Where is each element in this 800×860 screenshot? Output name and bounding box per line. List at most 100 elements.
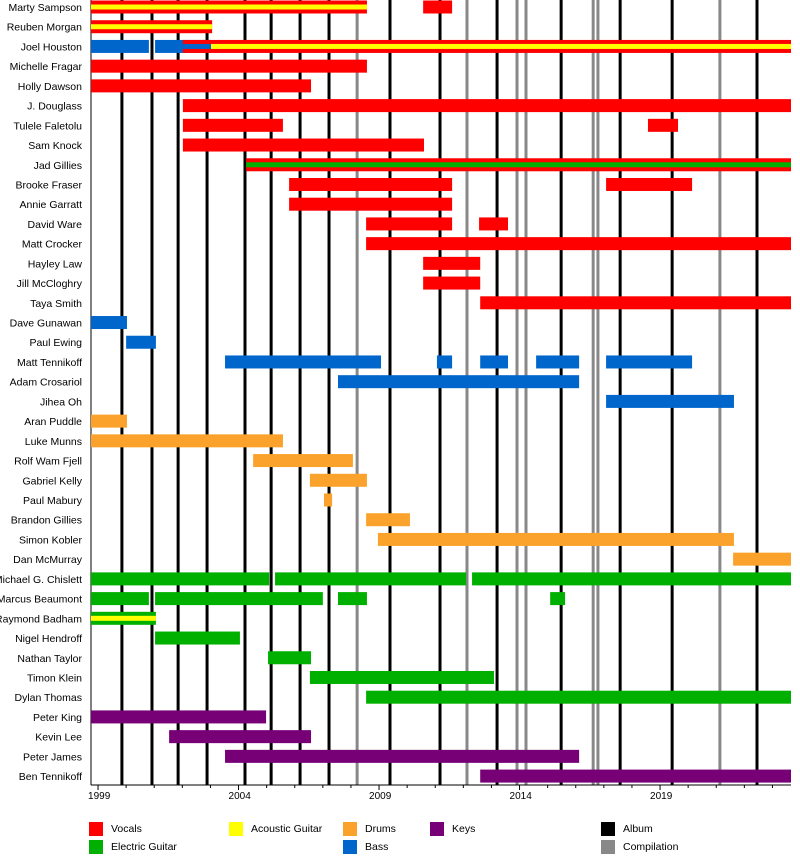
bar-electric-guitar	[366, 690, 791, 704]
bar-vocals	[423, 0, 453, 14]
bar-stripe-acoustic-guitar	[91, 24, 213, 30]
legend-swatch	[89, 840, 103, 854]
member-label: Reuben Morgan	[7, 22, 82, 34]
legend-label: Bass	[365, 841, 389, 853]
bar-keys	[91, 710, 267, 724]
member-label: Jill McCloghry	[17, 278, 83, 290]
bar-bass	[338, 375, 580, 389]
bar-electric-guitar	[155, 631, 240, 645]
bar-electric-guitar	[275, 572, 467, 586]
legend-item-bass: Bass	[343, 840, 388, 854]
bar-vocals	[606, 177, 693, 191]
member-label: Gabriel Kelly	[22, 475, 82, 487]
x-tick-label: 2019	[650, 791, 673, 802]
bar-bass	[480, 355, 509, 369]
member-label: Aran Puddle	[24, 416, 82, 428]
member-label: Hayley Law	[28, 258, 83, 270]
member-label: Michelle Fragar	[10, 61, 83, 73]
member-label: Ben Tennikoff	[19, 771, 82, 783]
bar-vocals	[366, 237, 791, 251]
legend-swatch	[430, 822, 444, 836]
bar-stripe-electric-guitar	[246, 162, 792, 168]
member-label: Nigel Hendroff	[15, 633, 82, 645]
legend-label: Drums	[365, 823, 396, 835]
member-label: Joel Houston	[21, 41, 82, 53]
bar-bass	[126, 335, 156, 349]
legend-swatch	[343, 840, 357, 854]
bar-keys	[169, 730, 312, 744]
member-label: Brooke Fraser	[15, 179, 82, 191]
bar-electric-guitar	[91, 592, 149, 606]
bar-drums	[323, 493, 333, 507]
member-label: David Ware	[28, 219, 83, 231]
bar-drums	[253, 454, 353, 468]
member-label: Jad Gillies	[34, 160, 82, 172]
legend-swatch	[601, 840, 615, 854]
member-label: Matt Crocker	[22, 239, 83, 251]
x-tick-label: 2014	[510, 791, 533, 802]
legend-label: Vocals	[111, 823, 142, 835]
bar-keys	[225, 749, 580, 763]
member-label: Tulele Faletolu	[14, 120, 83, 132]
member-label: Peter James	[23, 751, 82, 763]
bar-vocals	[182, 99, 791, 113]
x-tick-label: 2009	[369, 791, 392, 802]
bar-vocals	[366, 217, 453, 231]
bar-drums	[91, 434, 283, 448]
bar-vocals	[423, 256, 481, 270]
bar-vocals	[91, 59, 367, 73]
legend-label: Compilation	[623, 841, 679, 853]
bar-stripe-acoustic-guitar	[91, 4, 367, 10]
bar-vocals	[289, 197, 453, 211]
member-label: Luke Munns	[25, 436, 82, 448]
bar-stripe-bass	[182, 43, 211, 49]
member-label: Taya Smith	[30, 298, 82, 310]
bar-vocals	[480, 296, 791, 310]
legend-swatch	[89, 822, 103, 836]
bar-bass	[91, 316, 127, 330]
legend-item-compilation: Compilation	[601, 840, 678, 854]
bar-bass	[436, 355, 453, 369]
member-label: Raymond Badham	[0, 613, 82, 625]
member-label: Michael G. Chislett	[0, 574, 82, 586]
bar-drums	[91, 414, 127, 428]
legend-item-electric-guitar: Electric Guitar	[89, 840, 177, 854]
legend-label: Electric Guitar	[111, 841, 177, 853]
x-tick-label: 2004	[229, 791, 252, 802]
legend-item-album: Album	[601, 822, 653, 836]
bar-vocals	[182, 118, 283, 132]
bar-vocals	[91, 79, 312, 93]
member-label: Peter King	[33, 712, 82, 724]
member-label: Paul Mabury	[23, 495, 83, 507]
member-label: Annie Garratt	[20, 199, 83, 211]
bar-electric-guitar	[338, 592, 367, 606]
member-label: Holly Dawson	[18, 81, 82, 93]
bar-stripe-acoustic-guitar	[91, 615, 156, 621]
legend-label: Album	[623, 823, 653, 835]
member-label: Dylan Thomas	[14, 692, 82, 704]
member-label: Sam Knock	[28, 140, 82, 152]
bar-vocals	[647, 118, 679, 132]
legend-swatch	[229, 822, 243, 836]
bar-electric-guitar	[550, 592, 566, 606]
member-label: Dave Gunawan	[10, 318, 83, 330]
bar-stripe-acoustic-guitar	[210, 43, 792, 49]
bar-bass	[606, 355, 693, 369]
bar-vocals	[423, 276, 481, 290]
bar-drums	[377, 532, 734, 546]
member-label: Brandon Gillies	[11, 515, 82, 527]
legend-swatch	[343, 822, 357, 836]
bar-electric-guitar	[91, 572, 270, 586]
x-tick-label: 1999	[88, 791, 111, 802]
bar-vocals	[182, 138, 424, 152]
member-label: Marty Sampson	[8, 2, 82, 14]
bar-drums	[366, 513, 410, 527]
legend-item-keys: Keys	[430, 822, 475, 836]
member-label: Paul Ewing	[29, 337, 82, 349]
bar-bass	[536, 355, 580, 369]
bar-drums	[309, 473, 367, 487]
member-label: Timon Klein	[27, 672, 82, 684]
legend-label: Keys	[452, 823, 476, 835]
bar-keys	[480, 769, 791, 783]
member-label: J. Douglass	[27, 101, 82, 113]
